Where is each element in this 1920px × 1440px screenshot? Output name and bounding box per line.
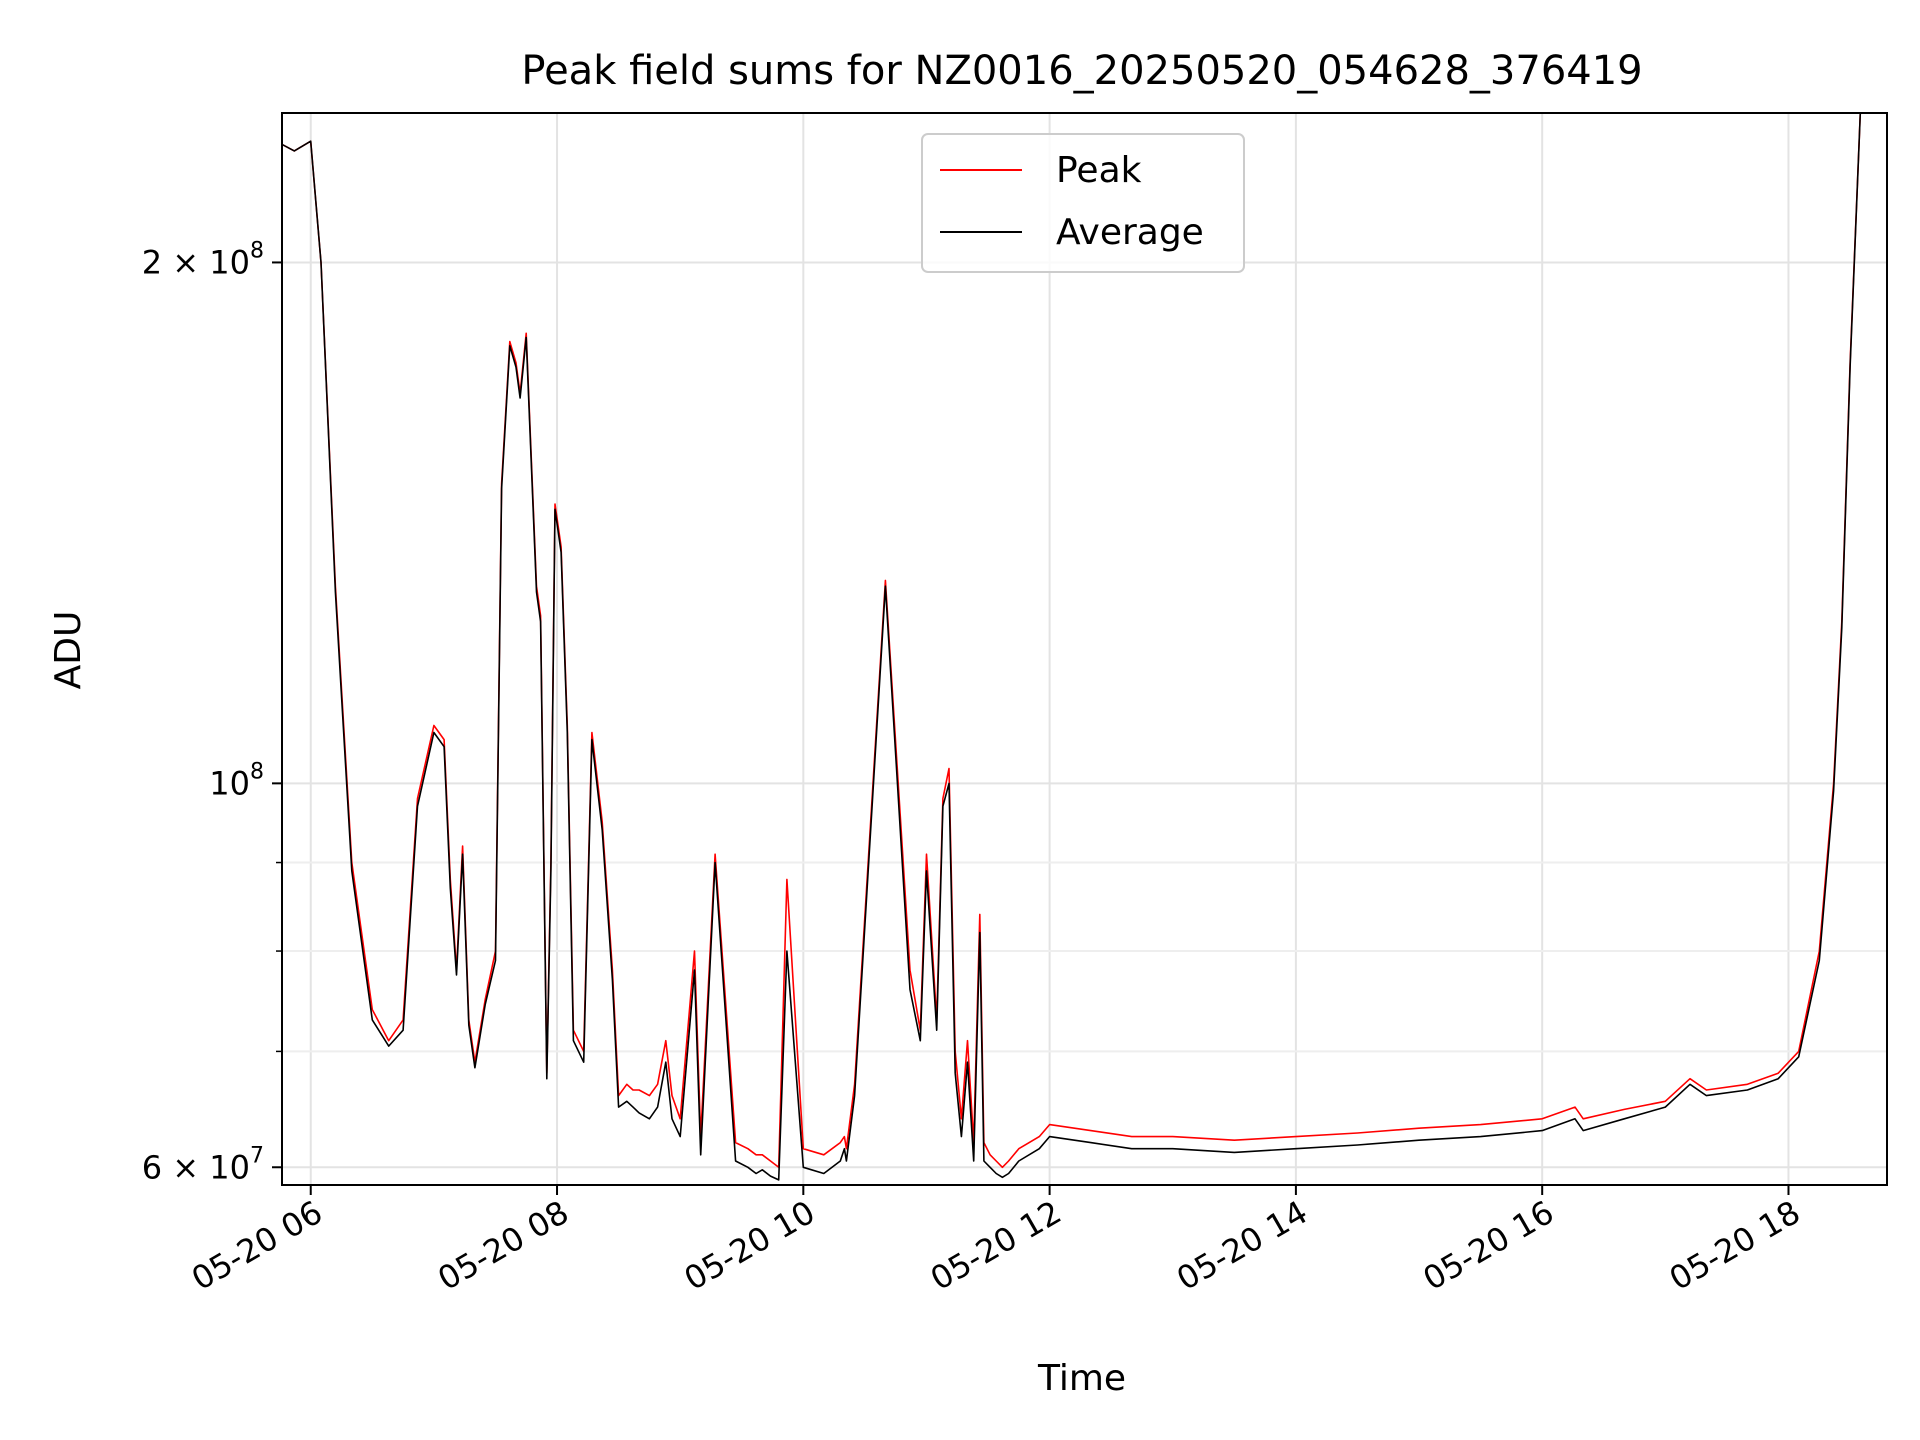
- y-tick-label: 2 × 108: [142, 238, 264, 281]
- y-tick-base: 2 × 10: [142, 243, 250, 281]
- series-line-peak: [282, 113, 1887, 1169]
- y-tick-exponent: 8: [250, 238, 264, 263]
- series-layer: [282, 113, 1887, 1181]
- y-tick-exponent: 8: [250, 759, 264, 784]
- y-tick-label: 108: [209, 759, 264, 802]
- legend-box: [921, 133, 1245, 273]
- x-axis-label: Time: [1037, 1358, 1126, 1399]
- chart-title: Peak field sums for NZ0016_20250520_0546…: [521, 48, 1642, 94]
- y-axis-label: ADU: [48, 611, 89, 690]
- series-line-average: [282, 113, 1887, 1181]
- y-tick-base: 6 × 10: [142, 1148, 250, 1186]
- y-tick-base: 10: [209, 764, 250, 802]
- legend: Peak Average: [921, 133, 1245, 273]
- legend-label-peak: Peak: [1056, 150, 1142, 191]
- y-tick-exponent: 7: [250, 1143, 264, 1168]
- y-tick-label: 6 × 107: [142, 1143, 264, 1186]
- plot-frame: [281, 112, 1888, 1186]
- legend-label-average: Average: [1056, 212, 1204, 253]
